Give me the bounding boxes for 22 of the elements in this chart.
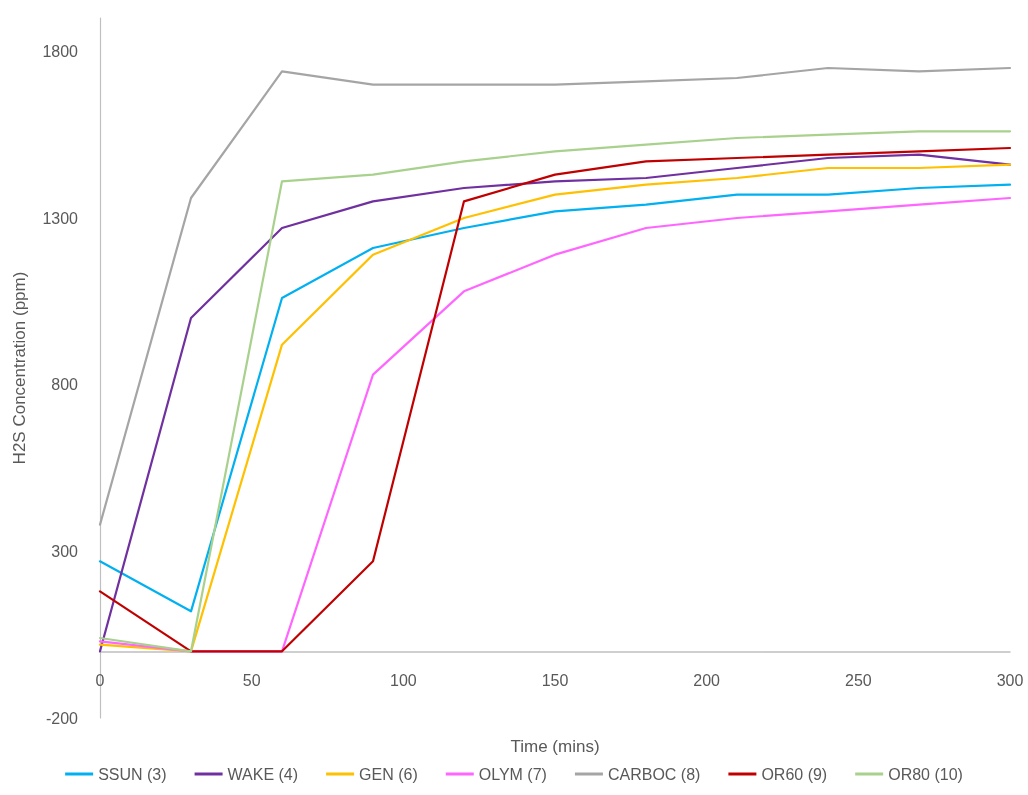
legend-label: OR80 (10) [888,765,963,783]
legend-label: OR60 (9) [761,765,828,783]
legend-label: GEN (6) [359,765,418,783]
x-tick-label: 300 [996,671,1024,689]
x-tick-label: 0 [95,671,105,689]
legend-label: CARBOC (8) [607,765,701,783]
legend-label: WAKE (4) [227,765,299,783]
line-series [98,66,1012,526]
x-tick-label: 150 [541,671,569,689]
y-axis-title: H2S Concentration (ppm) [10,271,29,465]
y-tick-label: 800 [51,376,79,394]
y-tick-label: 300 [51,542,79,560]
x-axis-title: Time (mins) [510,737,600,756]
x-tick-label: 250 [844,671,872,689]
x-tick-label: 50 [242,671,261,689]
x-tick-label: 100 [389,671,417,689]
legend-label: OLYM (7) [478,765,547,783]
y-tick-label: 1800 [42,42,79,60]
legend-label: SSUN (3) [98,765,167,783]
y-tick-label: -200 [45,709,79,727]
y-tick-label: 1300 [42,209,79,227]
x-tick-label: 200 [693,671,721,689]
